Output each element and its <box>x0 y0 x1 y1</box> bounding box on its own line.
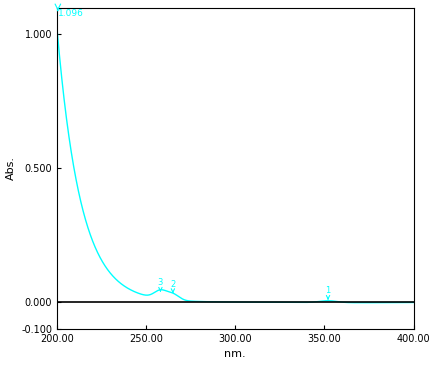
Y-axis label: Abs.: Abs. <box>6 157 16 180</box>
Text: 3: 3 <box>158 278 163 291</box>
Text: 2: 2 <box>170 280 176 292</box>
Text: 1.096: 1.096 <box>58 9 84 18</box>
Text: 1: 1 <box>325 287 330 299</box>
X-axis label: nm.: nm. <box>225 349 246 360</box>
